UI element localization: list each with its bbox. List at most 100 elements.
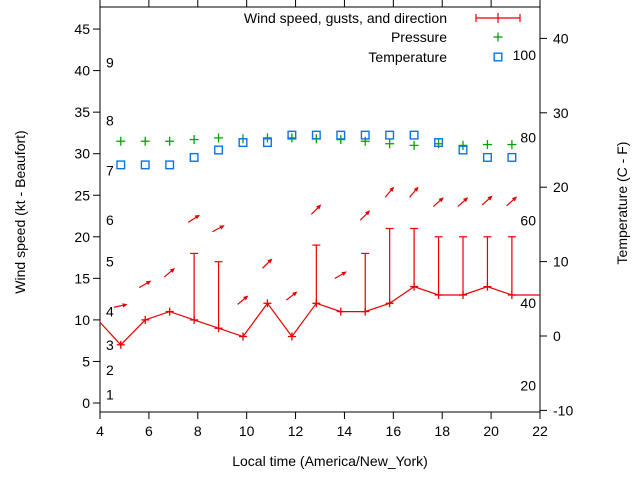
wind-direction-arrow [457, 197, 469, 208]
wind-direction-arrow [359, 210, 371, 221]
wind-direction-arrow [310, 204, 322, 215]
wind-marker [116, 340, 125, 349]
beaufort-label: 7 [106, 162, 114, 178]
legend-wind-sample [475, 13, 521, 23]
x-tick-label: 6 [145, 423, 153, 439]
legend-temperature-sample [493, 52, 503, 62]
arrow-head [219, 225, 225, 230]
temperature-marker [238, 138, 248, 148]
pressure-marker [287, 133, 297, 143]
x-tick-label: 4 [96, 423, 104, 439]
wind-speed-line [99, 285, 540, 346]
x-tick-label: 18 [434, 423, 450, 439]
arrow-head [365, 210, 371, 216]
wind-direction-arrow [113, 303, 128, 308]
beaufort-label: 4 [106, 304, 114, 320]
arrow-head [292, 291, 298, 297]
legend-label-wind: Wind speed, gusts, and direction [243, 10, 447, 26]
arrow-head [169, 268, 176, 273]
pressure-marker [458, 140, 468, 150]
pressure-series [116, 133, 517, 150]
temperature-marker [165, 160, 175, 170]
celsius-tick-label: -10 [553, 402, 573, 418]
kt-tick-label: 40 [74, 63, 90, 79]
celsius-tick-label: 10 [553, 254, 569, 270]
pressure-marker [116, 136, 126, 146]
temperature-marker [262, 138, 272, 148]
beaufort-label: 2 [106, 362, 114, 378]
kt-tick-label: 10 [74, 312, 90, 328]
arrow-head [438, 197, 444, 203]
arrow-head [243, 295, 249, 301]
wind-direction-arrow [187, 214, 200, 223]
x-tick-label: 22 [532, 423, 548, 439]
temperature-marker [214, 145, 224, 155]
axes [93, 0, 547, 419]
pressure-marker [140, 136, 150, 146]
arrow-head [511, 196, 518, 202]
celsius-tick-label: 30 [553, 105, 569, 121]
kt-tick-label: 5 [82, 353, 90, 369]
pressure-marker [189, 135, 199, 145]
beaufort-label: 6 [106, 212, 114, 228]
legend-pressure-sample [493, 32, 503, 42]
x-tick-label: 10 [239, 423, 255, 439]
kt-tick-label: 45 [74, 21, 90, 37]
beaufort-label: 1 [106, 387, 114, 403]
right-axis-title: Temperature (C - F) [614, 141, 630, 265]
arrow-head [341, 271, 347, 276]
temperature-marker [360, 130, 370, 140]
pressure-marker [262, 133, 272, 143]
x-tick-label: 20 [483, 423, 499, 439]
arrow-head [487, 195, 493, 201]
x-tick-label: 12 [288, 423, 304, 439]
kt-tick-label: 35 [74, 104, 90, 120]
temperature-marker [482, 152, 492, 162]
wind-direction-arrow [506, 196, 518, 207]
pressure-marker [409, 140, 419, 150]
temperature-marker [311, 130, 321, 140]
wind-direction-arrow [262, 258, 273, 269]
x-tick-label: 16 [386, 423, 402, 439]
tick-labels: 4 6 8 10 12 14 16 18 20 22051015202530354045-1001… [74, 21, 573, 439]
wind-direction-arrow [286, 291, 298, 301]
temperature-marker [336, 130, 346, 140]
arrow-head [389, 186, 395, 192]
temperature-marker [507, 152, 517, 162]
wind-marker [287, 332, 296, 341]
arrow-head [122, 303, 128, 308]
wind-marker [336, 307, 345, 316]
temperature-marker [189, 152, 199, 162]
kt-tick-label: 15 [74, 270, 90, 286]
kt-tick-label: 25 [74, 187, 90, 203]
arrow-head [145, 280, 152, 286]
celsius-tick-label: 40 [553, 30, 569, 46]
plot-border [99, 6, 541, 413]
temperature-marker [458, 145, 468, 155]
celsius-tick-label: 0 [553, 328, 561, 344]
legend-label-temperature: Temperature [368, 49, 447, 65]
arrow-head [316, 204, 322, 210]
temperature-marker [409, 130, 419, 140]
wind-direction-arrow [481, 195, 493, 206]
x-tick-label: 8 [194, 423, 202, 439]
wind-direction-arrow [384, 186, 395, 198]
left-axis-title: Wind speed (kt - Beaufort) [12, 130, 28, 294]
celsius-tick-label: 20 [553, 179, 569, 195]
wind-direction-arrow [237, 295, 249, 305]
wind-direction-arrow [138, 280, 152, 289]
temperature-marker [140, 160, 150, 170]
temperature-marker [434, 138, 444, 148]
beaufort-label: 8 [106, 112, 114, 128]
temperature-series [116, 130, 517, 170]
temperature-marker [116, 160, 126, 170]
beaufort-label: 5 [106, 254, 114, 270]
fahrenheit-label: 100 [513, 47, 537, 63]
beaufort-label: 9 [106, 54, 114, 70]
wind-marker [239, 332, 247, 341]
x-axis-title: Local time (America/New_York) [232, 453, 428, 469]
temperature-marker [287, 130, 297, 140]
arrow-head [267, 258, 273, 264]
beaufort-label: 3 [106, 337, 114, 353]
arrow-head [463, 197, 469, 203]
